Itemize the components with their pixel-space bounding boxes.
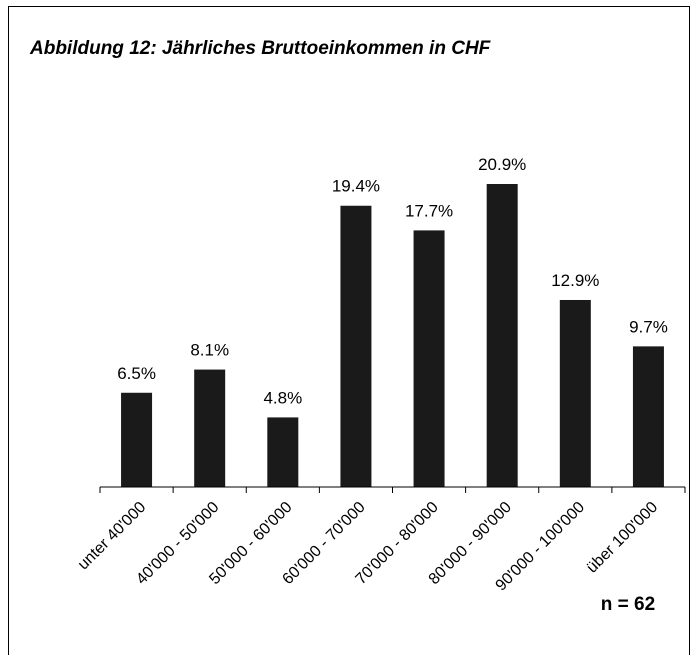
value-label: 6.5%	[117, 364, 156, 383]
value-label: 8.1%	[190, 341, 229, 360]
value-label: 4.8%	[263, 388, 302, 407]
annotation-bg	[590, 588, 670, 618]
bar	[267, 417, 299, 487]
chart-title: Abbildung 12: Jährliches Bruttoeinkommen…	[29, 38, 492, 59]
bar	[559, 299, 591, 487]
value-label: 9.7%	[629, 317, 668, 336]
bar	[413, 230, 445, 488]
bar	[486, 184, 518, 487]
value-label: 20.9%	[478, 155, 526, 174]
bar	[121, 392, 153, 487]
bar	[194, 369, 226, 487]
bar	[632, 346, 664, 487]
bar	[340, 205, 372, 488]
annotation: n = 62	[601, 594, 655, 615]
value-label: 17.7%	[405, 201, 453, 220]
value-label: 12.9%	[551, 271, 599, 290]
value-label: 19.4%	[332, 177, 380, 196]
